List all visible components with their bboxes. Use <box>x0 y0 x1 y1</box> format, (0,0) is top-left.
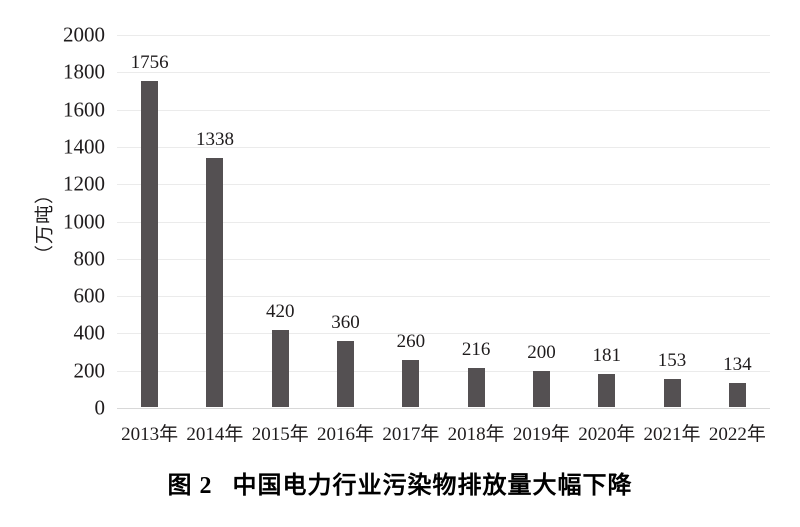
x-tick-label: 2019年 <box>512 424 570 445</box>
y-tick-label: 200 <box>73 358 106 383</box>
y-tick-label: 0 <box>94 395 106 420</box>
y-tick-label: 400 <box>73 320 106 345</box>
x-tick-label: 2017年 <box>382 424 440 445</box>
bar-value-label: 1756 <box>130 51 169 73</box>
x-tick-label: 2021年 <box>643 424 701 445</box>
x-axis-line <box>117 408 770 409</box>
gridline <box>117 333 770 335</box>
y-tick-label: 800 <box>73 246 106 271</box>
gridline <box>117 72 770 74</box>
x-tick-label: 2013年 <box>121 424 179 445</box>
bar <box>532 370 550 407</box>
gridline <box>117 258 770 260</box>
x-tick-label: 2015年 <box>251 424 309 445</box>
figure-title: 中国电力行业污染物排放量大幅下降 <box>232 473 633 499</box>
bar-value-label: 420 <box>266 300 295 322</box>
bar-value-label: 1338 <box>195 129 234 151</box>
bar <box>728 383 746 407</box>
bar-value-label: 216 <box>461 338 491 360</box>
plot-area: 0 200 400 600 800 1000 1200 1400 1600 1800 2000 17… <box>63 23 770 445</box>
x-tick-label: 2022年 <box>708 424 766 445</box>
bar <box>271 329 289 407</box>
gridline <box>117 370 770 372</box>
x-tick-label: 2016年 <box>317 424 375 445</box>
y-tick-label: 1600 <box>63 97 105 122</box>
bar-value-label: 260 <box>396 330 426 352</box>
figure-caption: 图 2 中国电力行业污染物排放量大幅下降 <box>0 471 800 501</box>
gridline <box>117 146 770 148</box>
bar <box>467 367 485 407</box>
figure-number: 图 2 <box>167 473 213 499</box>
bar-value-label: 153 <box>657 350 687 372</box>
y-tick-label: 1800 <box>63 59 105 84</box>
bar-value-label: 360 <box>331 311 360 333</box>
y-tick-label: 1200 <box>63 171 105 196</box>
gridline <box>117 296 770 298</box>
bar <box>598 374 616 407</box>
y-tick-label: 1400 <box>63 134 105 159</box>
bar <box>206 158 224 407</box>
x-tick-label: 2018年 <box>447 424 505 445</box>
bar <box>337 340 355 407</box>
y-axis-unit-label: （万吨） <box>34 183 56 265</box>
bar <box>663 379 681 407</box>
y-tick-label: 2000 <box>63 22 105 47</box>
gridline <box>117 221 770 223</box>
y-tick-label: 600 <box>73 283 106 308</box>
bar-value-label: 181 <box>592 345 622 367</box>
x-tick-label: 2020年 <box>578 424 636 445</box>
bar-value-label: 134 <box>723 354 752 375</box>
y-tick-label: 1000 <box>63 209 105 233</box>
bar <box>402 359 420 407</box>
gridline <box>117 184 770 186</box>
gridline <box>117 35 770 36</box>
x-tick-label: 2014年 <box>186 424 244 445</box>
gridline <box>117 109 770 111</box>
bar-value-label: 200 <box>527 341 556 363</box>
bar <box>141 80 159 407</box>
